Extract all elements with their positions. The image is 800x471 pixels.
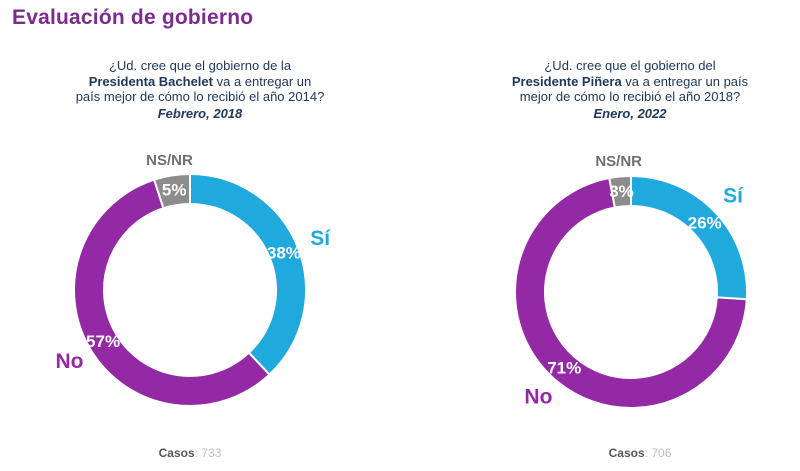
question-subject: Presidente Piñera — [511, 73, 622, 89]
question-text: ¿Ud. cree que el gobierno del Presidente … — [470, 58, 790, 105]
question-fragment: ¿Ud. cree que el gobierno del — [544, 58, 716, 73]
cases-row: Casos: 706 — [490, 446, 790, 460]
question-fragment: va a entregar un país — [621, 73, 749, 89]
slice-label-nsnr: NS/NR — [595, 153, 642, 170]
question-bachelet: ¿Ud. cree que el gobierno de la President… — [40, 58, 360, 121]
slice-label-no: No — [524, 386, 552, 409]
question-line: ¿Ud. cree que el gobierno de la — [40, 58, 360, 74]
slice-percent-nsnr: 5% — [162, 181, 187, 200]
question-line: país mejor de cómo lo recibió el año 201… — [40, 89, 360, 105]
slice-percent-nsnr: 3% — [609, 182, 634, 201]
slice-label-si: Sí — [723, 185, 744, 208]
question-fragment: mejor de cómo lo recibió el año 2018? — [519, 89, 741, 104]
question-text: ¿Ud. cree que el gobierno de la President… — [40, 58, 360, 105]
page-title: Evaluación de gobierno — [12, 6, 254, 29]
question-subject: Presidenta Bachelet — [88, 73, 213, 89]
cases-row: Casos: 733 — [40, 446, 340, 460]
donut-slice-nsnr — [152, 172, 191, 210]
slice-label-si: Sí — [310, 227, 331, 250]
question-line: ¿Ud. cree que el gobierno del — [470, 58, 790, 74]
donut-slice-no — [513, 176, 748, 409]
slice-percent-no: 71% — [547, 358, 581, 377]
cases-separator: : — [644, 446, 648, 460]
donut-chart-bachelet: 38% Sí 57%No 5% NS/NR — [56, 152, 331, 407]
cases-label: Casos — [158, 446, 195, 460]
question-line: mejor de cómo lo recibió el año 2018? — [470, 89, 790, 105]
slice-percent-si: 38% — [267, 243, 301, 262]
question-line: Presidenta Bachelet va a entregar un — [40, 74, 360, 90]
donut-chart-pinera: 26%Sí 71% No 3% NS/NR — [513, 153, 748, 409]
question-line: Presidente Piñera va a entregar un país — [470, 74, 790, 90]
cases-label: Casos — [608, 446, 645, 460]
question-fragment: ¿Ud. cree que el gobierno de la — [108, 58, 292, 73]
question-pinera: ¿Ud. cree que el gobierno del Presidente … — [470, 58, 790, 121]
slice-label-nsnr: NS/NR — [146, 152, 193, 169]
question-date: Febrero, 2018 — [157, 105, 243, 121]
slice-percent-si: 26% — [688, 213, 722, 232]
slice-label-no: No — [56, 350, 84, 373]
question-date: Enero, 2022 — [593, 105, 667, 121]
slice-percent-no: 57% — [86, 332, 120, 351]
question-fragment: va a entregar un — [212, 73, 312, 89]
cases-value: 706 — [651, 446, 672, 460]
donut-slice-si — [189, 172, 307, 376]
donut-slice-no — [73, 178, 271, 407]
cases-value: 733 — [201, 446, 222, 460]
cases-separator: : — [194, 446, 198, 460]
question-fragment: país mejor de cómo lo recibió el año 201… — [75, 89, 325, 104]
donut-slice-nsnr — [608, 174, 632, 209]
